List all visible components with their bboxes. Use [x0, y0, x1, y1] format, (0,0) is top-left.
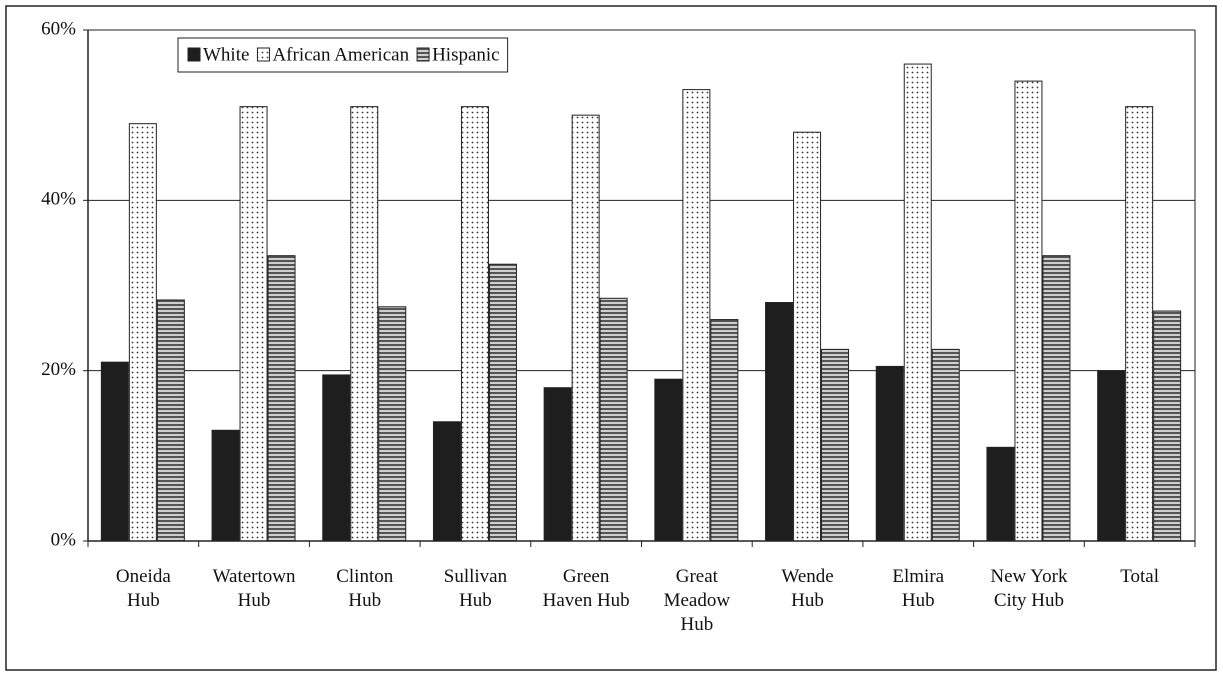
bar	[682, 89, 711, 542]
x-tick-label: Clinton Hub	[336, 566, 394, 611]
bar	[1097, 370, 1126, 542]
bar	[350, 106, 379, 542]
x-tick-label: Great Meadow Hub	[663, 566, 731, 635]
x-tick-label: Wende Hub	[781, 566, 834, 611]
bar	[322, 374, 351, 542]
x-tick-label: Oneida Hub	[115, 566, 171, 611]
bar	[765, 302, 794, 542]
bar	[156, 299, 185, 542]
x-tick-label: Elmira Hub	[892, 566, 945, 611]
y-tick-label: 0%	[51, 529, 77, 550]
legend-label: White	[203, 44, 249, 65]
bar	[239, 106, 268, 542]
legend-swatch	[187, 47, 201, 62]
x-tick-label: Sullivan Hub	[443, 566, 508, 611]
y-tick-label: 20%	[41, 359, 76, 380]
legend-swatch	[416, 47, 430, 62]
legend-label: Hispanic	[432, 44, 500, 65]
legend-label: African American	[272, 44, 409, 65]
bar	[1153, 310, 1182, 542]
legend-swatch	[256, 47, 270, 62]
bar	[793, 131, 822, 542]
bar	[432, 421, 461, 542]
bar	[128, 123, 157, 542]
bar	[460, 106, 489, 542]
y-tick-label: 40%	[41, 189, 76, 210]
bar	[710, 319, 739, 542]
x-tick-label: Watertown Hub	[212, 566, 296, 611]
bar	[654, 378, 683, 542]
bar	[986, 446, 1015, 542]
y-tick-label: 60%	[41, 18, 76, 39]
x-tick-label: New York City Hub	[990, 566, 1068, 611]
bar	[211, 429, 240, 542]
bar	[100, 361, 129, 542]
bar	[931, 348, 960, 542]
bar	[378, 306, 407, 542]
bar	[543, 387, 572, 542]
bar	[1042, 255, 1071, 542]
x-tick-label: Green Haven Hub	[542, 566, 630, 611]
x-tick-label: Total	[1120, 566, 1160, 587]
bar	[1125, 106, 1154, 542]
bar	[488, 263, 517, 542]
bar	[599, 297, 628, 542]
legend: White African American Hispanic	[177, 37, 509, 73]
bar	[267, 255, 296, 542]
bar	[875, 365, 904, 542]
bar	[1014, 80, 1043, 542]
bar	[571, 114, 600, 542]
bar	[903, 63, 932, 542]
legend-box	[177, 37, 509, 73]
bar	[821, 348, 850, 542]
chart-frame	[5, 5, 1217, 671]
